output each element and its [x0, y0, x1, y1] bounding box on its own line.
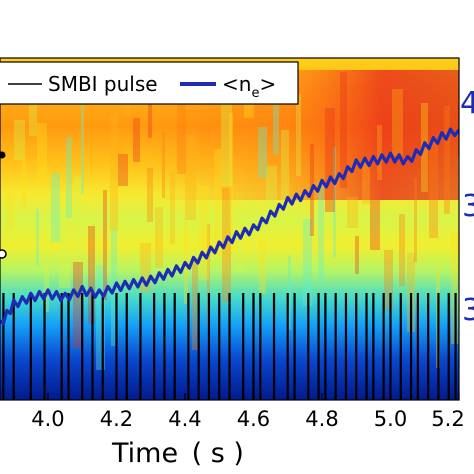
heatmap-streak [429, 142, 438, 238]
legend-ne-main: <n [222, 72, 251, 96]
heatmap-streak [185, 135, 196, 220]
heatmap-streak [103, 190, 107, 300]
heatmap-streak [451, 231, 459, 344]
heatmap-streak [118, 154, 128, 186]
heatmap-streak [36, 209, 39, 266]
heatmap-streak [192, 260, 198, 350]
heatmap-streak [399, 214, 405, 286]
heatmap-streak [170, 171, 175, 244]
heatmap-streak [362, 161, 370, 204]
heatmap-streak [236, 238, 244, 272]
x-tick-label: 5.0 [374, 407, 407, 431]
heatmap-streak [229, 113, 233, 232]
heatmap-streak [147, 168, 153, 222]
right-axis: 4 3 3 [460, 86, 474, 328]
right-tick-label: 4 [460, 86, 474, 121]
heatmap-streak [110, 115, 118, 230]
heatmap-streak [273, 91, 279, 154]
legend-box [0, 61, 299, 105]
legend-label-smbi: SMBI pulse [48, 72, 158, 96]
heatmap-streak [81, 101, 84, 194]
x-tick-label: 4.4 [168, 407, 201, 431]
heatmap-streak [148, 82, 152, 138]
heatmap-streak [444, 106, 450, 214]
heatmap-streak [44, 248, 49, 312]
heatmap-streak [333, 147, 336, 258]
heatmap-streak [177, 96, 186, 174]
heatmap-streak [37, 123, 47, 182]
heatmap-streak [281, 130, 289, 200]
heatmap-streak [162, 132, 165, 198]
heatmap-streak [340, 72, 347, 188]
heatmap-streak [59, 212, 70, 288]
ne-series-line [0, 127, 459, 326]
heatmap-streak [288, 255, 291, 330]
smbi-pulse-lines [2, 293, 457, 400]
heatmap-streak [199, 185, 209, 280]
heatmap-streak [214, 149, 221, 256]
x-axis: 4.0 4.2 4.4 4.6 4.8 5.0 5.2 [31, 393, 465, 431]
heatmap-streak [303, 219, 312, 306]
heatmap-streak [414, 178, 417, 262]
legend-label-ne: <ne> [222, 72, 276, 101]
heatmap-streak [296, 94, 301, 176]
heatmap-streak [29, 84, 37, 136]
left-marker-lower [0, 249, 7, 259]
heatmap-streak [140, 243, 151, 292]
heatmap-streak [407, 253, 415, 332]
heatmap-streak [325, 108, 335, 212]
heatmap-streak [7, 195, 14, 230]
plot-frame [0, 57, 460, 401]
heatmap-streak [266, 166, 277, 224]
heatmap-streak [384, 250, 393, 310]
x-tick-label: 5.2 [431, 407, 464, 431]
heatmap-streak [318, 183, 324, 282]
heatmap-streak [355, 236, 359, 274]
heatmap-streak [133, 118, 140, 162]
left-marker-upper [0, 151, 6, 159]
heatmap-streak [22, 159, 26, 206]
heatmap-streak [259, 241, 266, 294]
heatmap-streak [66, 137, 72, 218]
heatmap-streak [347, 197, 358, 228]
heatmap-streak [155, 207, 163, 268]
heatmap-streak [221, 74, 232, 186]
heatmap-streak [96, 265, 105, 370]
legend-ne-subscript: e [251, 86, 259, 101]
right-tick-label: 3 [462, 293, 474, 328]
heatmap-streak [74, 176, 82, 264]
legend-ne-close: > [259, 72, 276, 96]
heatmap-streak [207, 224, 210, 326]
x-tick-label: 4.6 [237, 407, 270, 431]
x-tick-label: 4.2 [100, 407, 133, 431]
heatmap-streak [88, 226, 95, 324]
heatmap-streak [377, 125, 382, 180]
heatmap-streak [222, 188, 231, 302]
heatmap-streak [392, 89, 403, 156]
heatmap-streak [370, 200, 380, 250]
heatmap-streak [258, 127, 267, 178]
heatmap-streak [73, 262, 83, 348]
x-tick-label: 4.0 [31, 407, 64, 431]
x-axis-title: Time ( s ) [111, 438, 244, 469]
legend: SMBI pulse <ne> [0, 61, 299, 105]
heatmap-streak [14, 120, 25, 160]
plot-area [0, 58, 459, 400]
x-tick-label: 4.8 [305, 407, 338, 431]
heatmap-streak [51, 173, 60, 242]
right-tick-label: 3 [462, 189, 474, 224]
